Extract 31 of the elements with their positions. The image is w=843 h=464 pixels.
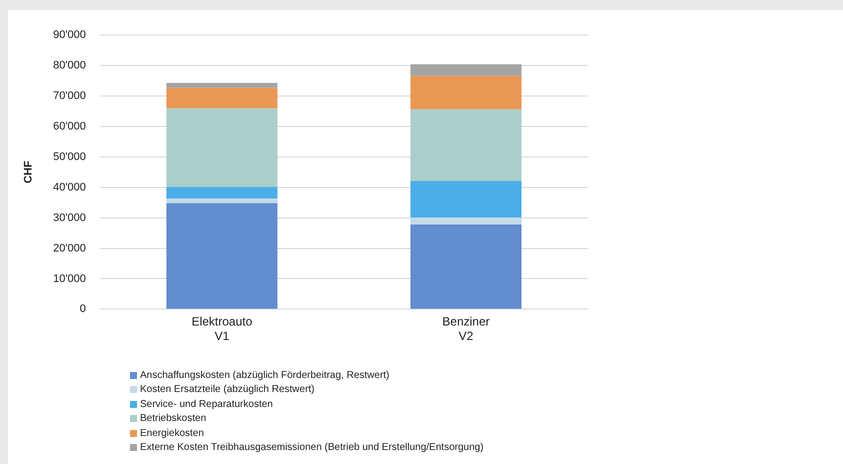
y-tick-label: 70'000 [53, 90, 86, 102]
y-tick-label: 60'000 [53, 120, 86, 132]
y-tick-label: 90'000 [53, 29, 86, 42]
x-tick-label: Elektroauto V1 [192, 314, 253, 344]
y-tick-label: 80'000 [53, 60, 86, 72]
bar [166, 82, 278, 88]
bar [410, 224, 522, 309]
y-axis-title: CHF [22, 160, 35, 184]
legend-label: Anschaffungskosten (abzüglich Förderbeitrag, Restwert) [140, 370, 390, 381]
bar [410, 76, 522, 110]
bar [166, 198, 278, 204]
y-tick-label: 20'000 [53, 242, 86, 254]
legend-label: Kosten Ersatzteile (abzüglich Restwert) [140, 384, 315, 396]
y-tick-label: 0 [80, 303, 86, 316]
legend-label: Betriebskosten [140, 413, 206, 424]
bar [166, 203, 278, 309]
legend-label: Externe Kosten Treibhausgasemissionen (Betrieb und Erstellung/Entsorgung) [140, 442, 484, 454]
bar [166, 88, 278, 108]
legend-label: Energiekosten [140, 428, 204, 439]
bar [166, 108, 278, 188]
y-tick-label: 50'000 [53, 150, 86, 163]
bar [410, 64, 522, 76]
legend-label: Service- und Reparaturkosten [140, 398, 273, 410]
bar [166, 187, 278, 199]
y-tick-label: 40'000 [53, 181, 86, 194]
bar [410, 180, 522, 218]
x-tick-label: Benziner V2 [442, 314, 490, 344]
y-tick-label: 10'000 [53, 272, 86, 285]
bar [410, 109, 522, 181]
bar [410, 217, 522, 225]
y-tick-label: 30'000 [53, 212, 86, 224]
